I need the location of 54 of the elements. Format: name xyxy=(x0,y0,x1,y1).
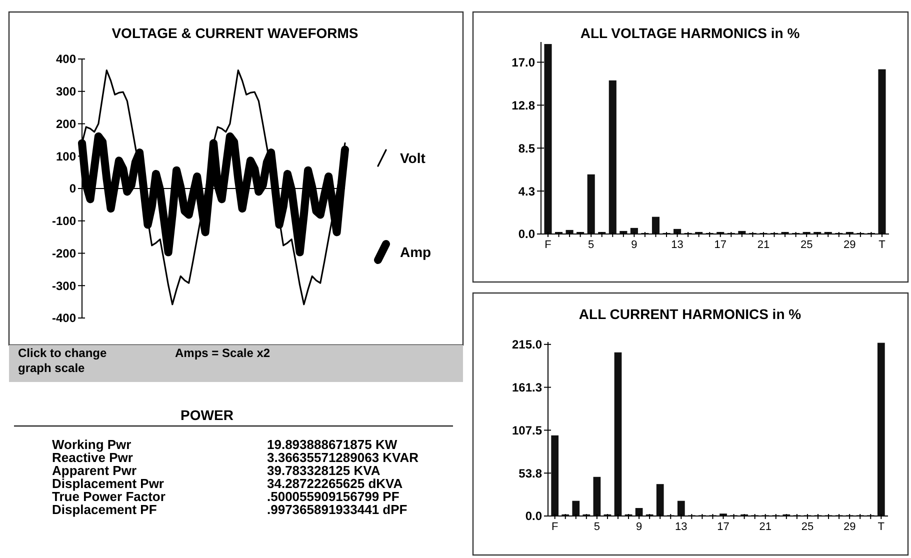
text: 39.783328125 KVA xyxy=(267,463,381,478)
x-tick-label: T xyxy=(878,239,886,251)
y-tick-label: 300 xyxy=(56,84,76,99)
text: 19.893888671875 KW xyxy=(267,437,398,452)
y-tick-label: 17.0 xyxy=(512,55,536,70)
chart-title: ALL VOLTAGE HARMONICS in % xyxy=(580,25,800,41)
x-tick-label: 29 xyxy=(844,239,856,251)
y-tick-label: 12.8 xyxy=(512,98,536,112)
y-tick-label: 200 xyxy=(56,116,76,131)
x-tick-label: 5 xyxy=(588,239,594,251)
text: Amps = Scale x2 xyxy=(175,346,270,360)
x-tick-label: F xyxy=(544,239,552,251)
y-tick-label: 0 xyxy=(69,182,76,196)
y-tick-label: 400 xyxy=(56,52,76,66)
x-tick-label: 9 xyxy=(636,521,642,533)
x-tick-label: F xyxy=(551,521,558,533)
y-tick-label: 8.5 xyxy=(518,141,536,156)
text: .997365891933441 dPF xyxy=(267,502,408,517)
y-tick-label: 215.0 xyxy=(512,338,542,352)
y-tick-label: 100 xyxy=(56,149,76,164)
y-tick-label: -400 xyxy=(52,311,76,326)
x-tick-label: 13 xyxy=(671,239,684,251)
x-tick-label: 29 xyxy=(843,521,856,533)
text: POWER xyxy=(180,407,234,423)
x-tick-label: 5 xyxy=(594,521,600,533)
chart-title: VOLTAGE & CURRENT WAVEFORMS xyxy=(112,25,358,41)
x-tick-label: 13 xyxy=(675,521,688,533)
text: Click to change graph scale xyxy=(18,346,108,375)
text: 3.36635571289063 KVAR xyxy=(267,450,420,465)
x-tick-label: 17 xyxy=(717,521,730,533)
x-tick-label: 21 xyxy=(757,239,770,251)
x-tick-label: 25 xyxy=(801,521,814,533)
y-tick-label: 4.3 xyxy=(518,184,536,198)
text: Working Pwr xyxy=(52,437,132,452)
legend-label: Volt xyxy=(400,150,426,166)
x-tick-label: 9 xyxy=(631,239,638,251)
x-tick-label: 17 xyxy=(714,239,727,251)
y-tick-label: -200 xyxy=(52,246,76,260)
legend-label: Amp xyxy=(400,244,432,260)
y-tick-label: 0.0 xyxy=(525,509,542,524)
y-tick-label: -100 xyxy=(52,214,76,228)
chart-title: ALL CURRENT HARMONICS in % xyxy=(578,306,802,322)
text: Displacement PF xyxy=(52,502,157,517)
text: Apparent Pwr xyxy=(52,463,137,478)
text: 34.28722265625 dKVA xyxy=(267,476,404,491)
y-tick-label: 53.8 xyxy=(518,466,542,480)
y-tick-label: -300 xyxy=(52,278,76,293)
x-tick-label: T xyxy=(878,521,885,533)
x-tick-label: 25 xyxy=(800,239,813,251)
text: .500055909156799 PF xyxy=(267,489,400,504)
y-tick-label: 161.3 xyxy=(512,380,542,394)
y-tick-label: 0.0 xyxy=(518,227,536,242)
y-tick-label: 107.5 xyxy=(512,423,542,438)
x-tick-label: 21 xyxy=(759,521,772,533)
